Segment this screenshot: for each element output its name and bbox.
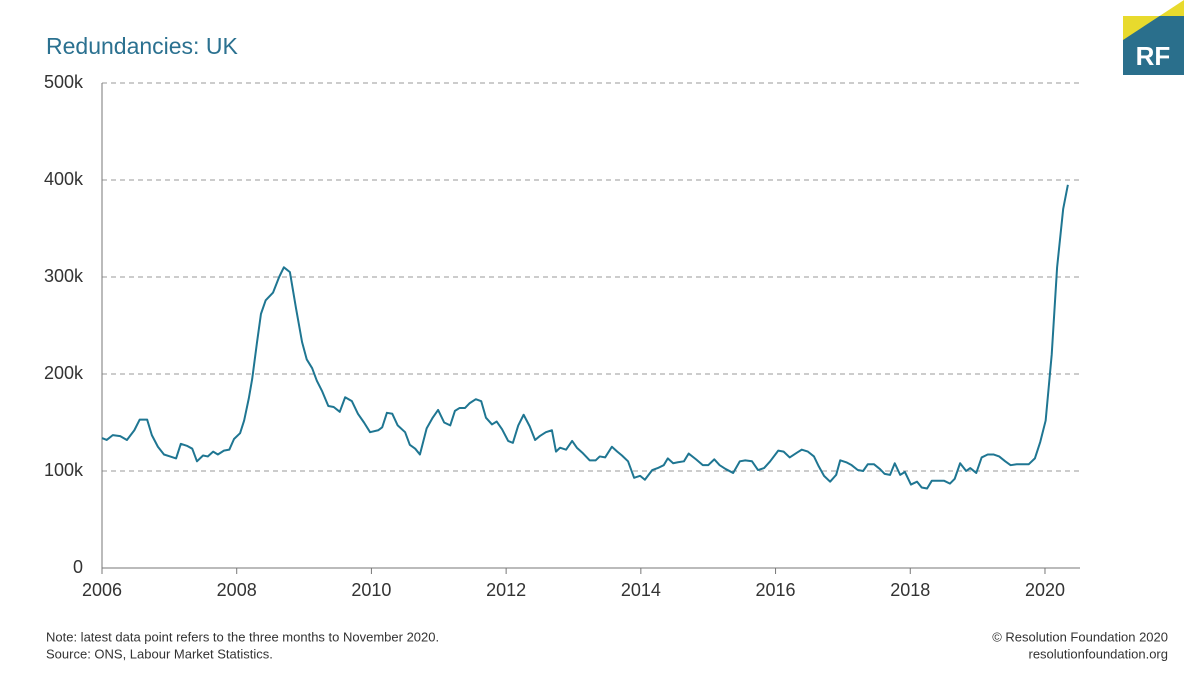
x-tick-label: 2016	[756, 580, 796, 600]
y-tick-label: 100k	[44, 460, 84, 480]
copyright: © Resolution Foundation 2020	[992, 629, 1168, 644]
y-tick-label: 500k	[44, 72, 84, 92]
x-tick-label: 2008	[217, 580, 257, 600]
y-tick-label: 0	[73, 557, 83, 577]
x-tick-label: 2014	[621, 580, 661, 600]
x-tick-label: 2010	[351, 580, 391, 600]
logo-text: RF	[1136, 41, 1171, 71]
url: resolutionfoundation.org	[1029, 646, 1169, 661]
logo-accent	[1123, 0, 1184, 40]
y-tick-label: 400k	[44, 169, 84, 189]
logo: RF	[1123, 0, 1184, 75]
chart-title: Redundancies: UK	[46, 33, 238, 59]
data-line	[101, 184, 1069, 490]
x-tick-label: 2018	[890, 580, 930, 600]
x-tick-label: 2020	[1025, 580, 1065, 600]
x-tick-label: 2012	[486, 580, 526, 600]
y-tick-label: 200k	[44, 363, 84, 383]
x-tick-label: 2006	[82, 580, 122, 600]
y-tick-label: 300k	[44, 266, 84, 286]
note: Note: latest data point refers to the th…	[46, 629, 439, 644]
source: Source: ONS, Labour Market Statistics.	[46, 646, 273, 661]
